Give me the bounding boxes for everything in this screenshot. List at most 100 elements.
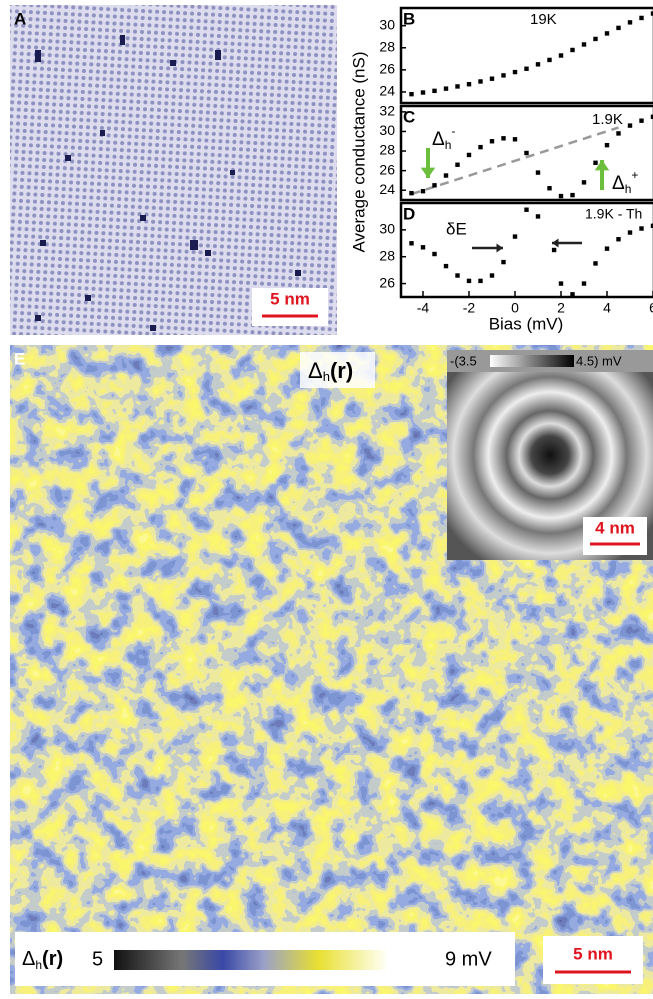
point bbox=[490, 273, 494, 277]
page: {"panels": {"a": "A", "e": "E"}, "panel_… bbox=[0, 0, 653, 994]
point bbox=[490, 76, 494, 80]
gap-label: Δh- bbox=[432, 124, 455, 152]
y-axis-label: Average conductance (nS) bbox=[349, 52, 368, 253]
point bbox=[570, 193, 574, 197]
panel-label: A bbox=[14, 9, 26, 28]
point bbox=[432, 252, 436, 256]
point bbox=[409, 191, 413, 195]
y-tick-label: 28 bbox=[379, 142, 395, 158]
point bbox=[421, 90, 425, 94]
y-tick-label: 32 bbox=[379, 103, 395, 119]
y-tick-label: 30 bbox=[379, 16, 395, 32]
scale-label: 5 nm bbox=[573, 944, 613, 963]
colorbar-low: 5 bbox=[92, 948, 103, 970]
point bbox=[628, 20, 632, 24]
figure: A 5 nm E Δh(r) -(3.5 4.5) mV 4 nm Δh(r) … bbox=[0, 0, 653, 994]
y-tick-label: 26 bbox=[379, 274, 395, 290]
panel-label: E bbox=[14, 349, 25, 368]
point bbox=[536, 214, 540, 218]
point bbox=[582, 281, 586, 285]
point bbox=[639, 226, 643, 230]
point bbox=[467, 279, 471, 283]
point bbox=[628, 123, 632, 127]
point bbox=[513, 234, 517, 238]
point bbox=[444, 86, 448, 90]
gap-part: + bbox=[631, 168, 638, 182]
point bbox=[444, 173, 448, 177]
point bbox=[616, 26, 620, 30]
point bbox=[467, 153, 471, 157]
gap-part: h bbox=[445, 138, 452, 152]
point bbox=[593, 261, 597, 265]
x-tick-label: 4 bbox=[603, 300, 611, 316]
point bbox=[639, 118, 643, 122]
point bbox=[455, 163, 459, 167]
colorbar-title: Δh(r) bbox=[22, 948, 63, 972]
point bbox=[501, 260, 505, 264]
point bbox=[593, 37, 597, 41]
panel-label: C bbox=[403, 107, 415, 126]
point bbox=[559, 281, 563, 285]
y-tick-label: 24 bbox=[379, 181, 395, 197]
point bbox=[605, 143, 609, 147]
point bbox=[444, 264, 448, 268]
temp-label: 1.9K - Th bbox=[585, 206, 642, 222]
inset-colorbar bbox=[490, 355, 574, 367]
y-tick-label: 28 bbox=[379, 38, 395, 54]
stm-image bbox=[10, 5, 337, 335]
x-tick-label: -4 bbox=[417, 300, 430, 316]
scale-label: 4 nm bbox=[595, 518, 635, 537]
point bbox=[628, 230, 632, 234]
x-tick-label: 6 bbox=[649, 300, 653, 316]
point bbox=[455, 273, 459, 277]
point bbox=[524, 67, 528, 71]
point bbox=[501, 73, 505, 77]
point bbox=[559, 53, 563, 57]
point bbox=[409, 241, 413, 245]
y-tick-label: 30 bbox=[379, 221, 395, 237]
inset-high: 4.5) mV bbox=[576, 353, 622, 368]
panel-label: D bbox=[403, 204, 415, 223]
point bbox=[639, 16, 643, 20]
point bbox=[478, 145, 482, 149]
gap-part: Δ bbox=[432, 129, 445, 150]
point bbox=[559, 194, 563, 198]
colorbar bbox=[114, 950, 386, 970]
point bbox=[605, 246, 609, 250]
gap-label: Δh+ bbox=[612, 168, 638, 196]
colorbar-high: 9 mV bbox=[445, 948, 492, 970]
x-tick-label: -2 bbox=[463, 300, 476, 316]
point bbox=[421, 245, 425, 249]
x-axis-label: Bias (mV) bbox=[489, 314, 564, 333]
gap-part: h bbox=[625, 182, 632, 196]
x-tick-label: 0 bbox=[511, 300, 519, 316]
y-tick-label: 26 bbox=[379, 61, 395, 77]
x-tick-label: 2 bbox=[557, 300, 565, 316]
point bbox=[455, 84, 459, 88]
y-tick-label: 26 bbox=[379, 161, 395, 177]
point bbox=[432, 183, 436, 187]
point bbox=[409, 92, 413, 96]
arrow-head bbox=[552, 238, 559, 247]
y-tick-label: 28 bbox=[379, 247, 395, 263]
point bbox=[478, 279, 482, 283]
scale-label: 5 nm bbox=[270, 289, 310, 308]
inset-low: -(3.5 bbox=[450, 353, 477, 368]
point bbox=[570, 48, 574, 52]
shift-label: δE bbox=[446, 219, 467, 238]
point bbox=[536, 170, 540, 174]
point bbox=[513, 70, 517, 74]
gap-part: - bbox=[451, 124, 455, 138]
arrow-head bbox=[497, 243, 504, 252]
y-tick-label: 24 bbox=[379, 83, 395, 99]
point bbox=[582, 42, 586, 46]
gap-part: Δ bbox=[612, 173, 625, 194]
point bbox=[467, 82, 471, 86]
point bbox=[605, 31, 609, 35]
temp-label: 19K bbox=[530, 11, 557, 28]
frame bbox=[401, 8, 653, 103]
point bbox=[490, 139, 494, 143]
point bbox=[616, 131, 620, 135]
point bbox=[524, 151, 528, 155]
point bbox=[524, 208, 528, 212]
